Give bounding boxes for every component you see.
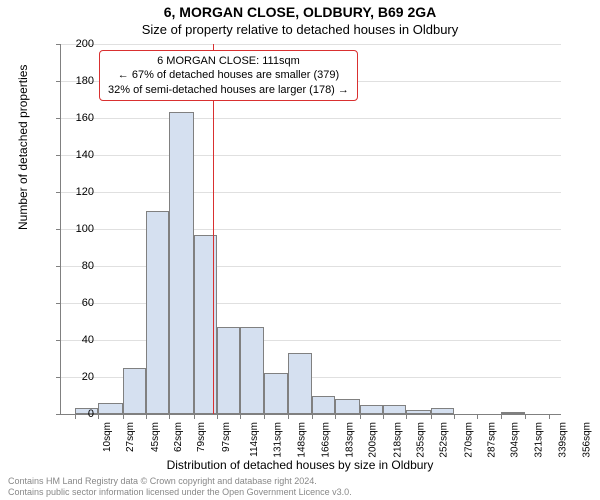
y-tick-label: 160: [60, 112, 94, 124]
grid-line: [61, 340, 561, 341]
x-tick-mark: [360, 414, 361, 419]
x-tick-mark: [335, 414, 336, 419]
histogram-bar: [264, 373, 289, 414]
x-tick-mark: [146, 414, 147, 419]
y-tick-label: 100: [60, 223, 94, 235]
x-tick-mark: [431, 414, 432, 419]
histogram-bar: [169, 112, 194, 414]
x-tick-mark: [383, 414, 384, 419]
x-tick-label: 287sqm: [487, 422, 498, 458]
x-tick-mark: [98, 414, 99, 419]
histogram-bar: [98, 403, 123, 414]
x-tick-mark: [477, 414, 478, 419]
grid-line: [61, 229, 561, 230]
x-tick-label: 62sqm: [173, 422, 184, 452]
x-tick-mark: [549, 414, 550, 419]
histogram-bar: [335, 399, 360, 414]
x-tick-mark: [240, 414, 241, 419]
x-tick-mark: [406, 414, 407, 419]
x-tick-label: 304sqm: [510, 422, 521, 458]
info-line2: ← 67% of detached houses are smaller (37…: [108, 68, 349, 82]
info-line3: 32% of semi-detached houses are larger (…: [108, 83, 349, 97]
histogram-bar: [288, 353, 311, 414]
x-tick-mark: [312, 414, 313, 419]
histogram-bar: [123, 368, 146, 414]
histogram-bar: [217, 327, 240, 414]
x-tick-label: 79sqm: [196, 422, 207, 452]
info-line1: 6 MORGAN CLOSE: 111sqm: [108, 54, 349, 68]
x-tick-label: 166sqm: [321, 422, 332, 458]
grid-line: [61, 155, 561, 156]
footer-line2: Contains public sector information licen…: [8, 487, 352, 498]
grid-line: [61, 192, 561, 193]
y-tick-label: 140: [60, 149, 94, 161]
x-tick-mark: [217, 414, 218, 419]
x-tick-mark: [264, 414, 265, 419]
y-tick-label: 0: [60, 408, 94, 420]
histogram-bar: [360, 405, 383, 414]
histogram-bar: [431, 408, 454, 414]
info-box: 6 MORGAN CLOSE: 111sqm ← 67% of detached…: [99, 50, 358, 101]
histogram-bar: [146, 211, 169, 415]
x-tick-mark: [525, 414, 526, 419]
x-axis-label: Distribution of detached houses by size …: [0, 458, 600, 472]
x-tick-label: 10sqm: [102, 422, 113, 452]
x-tick-label: 235sqm: [415, 422, 426, 458]
x-tick-label: 270sqm: [463, 422, 474, 458]
x-tick-label: 97sqm: [221, 422, 232, 452]
x-tick-mark: [288, 414, 289, 419]
x-tick-label: 200sqm: [368, 422, 379, 458]
x-tick-label: 252sqm: [439, 422, 450, 458]
histogram-bar: [240, 327, 263, 414]
y-tick-label: 20: [60, 371, 94, 383]
x-tick-label: 218sqm: [392, 422, 403, 458]
x-tick-label: 131sqm: [273, 422, 284, 458]
footer: Contains HM Land Registry data © Crown c…: [8, 476, 352, 498]
y-tick-label: 120: [60, 186, 94, 198]
grid-line: [61, 303, 561, 304]
x-tick-label: 114sqm: [249, 422, 260, 457]
title-sub: Size of property relative to detached ho…: [0, 22, 600, 37]
title-main: 6, MORGAN CLOSE, OLDBURY, B69 2GA: [0, 4, 600, 20]
y-tick-label: 80: [60, 260, 94, 272]
y-tick-label: 180: [60, 75, 94, 87]
x-tick-mark: [194, 414, 195, 419]
footer-line1: Contains HM Land Registry data © Crown c…: [8, 476, 352, 487]
x-tick-label: 27sqm: [125, 422, 136, 452]
x-tick-label: 321sqm: [533, 422, 544, 458]
histogram-bar: [383, 405, 406, 414]
x-tick-mark: [169, 414, 170, 419]
y-tick-label: 40: [60, 334, 94, 346]
grid-line: [61, 266, 561, 267]
plot-area: 6 MORGAN CLOSE: 111sqm ← 67% of detached…: [60, 44, 561, 415]
x-tick-label: 148sqm: [296, 422, 307, 458]
histogram-bar: [501, 412, 526, 414]
grid-line: [61, 44, 561, 45]
grid-line: [61, 118, 561, 119]
y-tick-label: 200: [60, 38, 94, 50]
y-axis-label: Number of detached properties: [16, 65, 30, 230]
x-tick-label: 183sqm: [344, 422, 355, 458]
chart-container: 6, MORGAN CLOSE, OLDBURY, B69 2GA Size o…: [0, 0, 600, 500]
x-tick-mark: [501, 414, 502, 419]
x-tick-label: 339sqm: [558, 422, 569, 458]
x-tick-label: 356sqm: [581, 422, 592, 458]
x-tick-mark: [123, 414, 124, 419]
y-tick-label: 60: [60, 297, 94, 309]
x-tick-mark: [454, 414, 455, 419]
histogram-bar: [406, 410, 431, 414]
x-tick-label: 45sqm: [150, 422, 161, 452]
histogram-bar: [312, 396, 335, 415]
